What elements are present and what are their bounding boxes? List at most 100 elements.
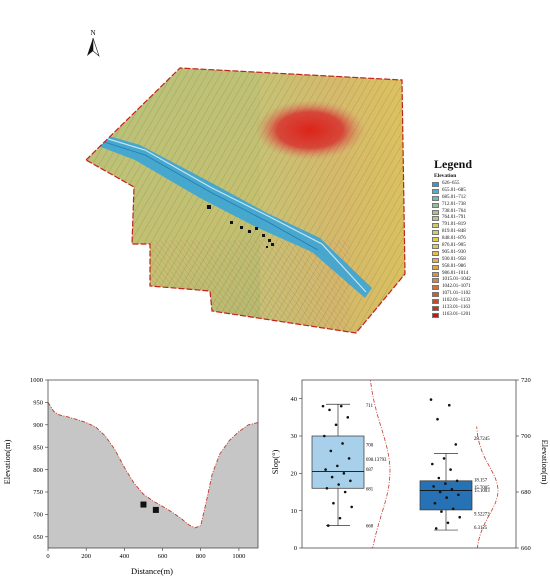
box-data-point — [350, 505, 353, 509]
box-data-point — [342, 472, 346, 475]
box-data-point — [442, 457, 446, 460]
box-stat-annotation: 690.13793 — [366, 458, 387, 463]
box-data-point — [447, 403, 451, 407]
legend-swatch — [432, 257, 439, 263]
box-stat-annotation: 15.7005 — [474, 486, 490, 491]
legend-item: 1071.01–1102 — [432, 291, 542, 298]
legend-item: 876.01–905 — [432, 243, 542, 250]
boxplot-right-tick-label: 680 — [521, 489, 531, 496]
profile-y-tick-label: 800 — [33, 467, 43, 474]
box-stat-annotation: 700 — [366, 443, 374, 448]
profile-x-tick-label: 1000 — [232, 553, 245, 560]
boxplot-left-tick-label: 30 — [291, 433, 298, 440]
legend-item: 626–655 — [432, 181, 542, 188]
box-data-point — [440, 510, 443, 513]
box-data-point — [330, 475, 334, 479]
box-body — [419, 480, 473, 511]
box-data-point — [334, 423, 338, 427]
legend-label: 1163.01–1201 — [442, 311, 471, 317]
box-data-point — [323, 434, 326, 438]
legend-label: 1102.01–1133 — [442, 298, 471, 304]
box-data-point — [346, 416, 350, 419]
legend-swatch — [432, 312, 439, 318]
legend-item: 791.01–819 — [432, 222, 542, 229]
box-stat-annotation: 668 — [366, 525, 374, 530]
box-data-point — [451, 507, 455, 511]
legend-label: 1042.01–1071 — [442, 284, 471, 290]
legend-label: 685.01–712 — [442, 194, 466, 200]
box-data-point — [450, 487, 454, 491]
legend-swatch — [432, 299, 439, 305]
box-stat-annotation: 681 — [366, 487, 374, 492]
legend-item: 930.01–958 — [432, 257, 542, 264]
box-data-point — [432, 485, 435, 488]
legend-label: 1071.01–1102 — [442, 291, 471, 297]
legend-label: 876.01–905 — [442, 243, 466, 249]
box-stat-annotation: 711 — [366, 404, 374, 409]
box-stat-annotation: 6.3125 — [474, 526, 488, 531]
box-stat-annotation: 687 — [366, 468, 374, 473]
profile-line — [47, 402, 259, 529]
box-stat-annotation: 15.1003 — [474, 489, 490, 494]
study-area — [85, 67, 406, 334]
box-data-point — [329, 449, 333, 453]
legend-item: 848.01–876 — [432, 236, 542, 243]
box-body — [311, 435, 365, 489]
elevation-profile-chart: 0 200 400 600 800 1000 650 700 750 800 850 900 950 10… — [2, 377, 259, 576]
legend: Legend Elevation 626–655 655.01–685 685.01… — [432, 157, 542, 319]
box-data-point — [349, 479, 352, 483]
box-stat-annotation: 9.52273 — [474, 512, 490, 517]
boxplot-right-tick-label: 660 — [521, 545, 531, 552]
profile-y-tick-label: 950 — [33, 400, 43, 407]
legend-swatch — [432, 285, 439, 291]
box-data-point — [332, 501, 335, 505]
legend-swatch — [432, 250, 439, 256]
profile-y-tick-label: 700 — [33, 512, 43, 519]
profile-y-label: Elevation(m) — [2, 439, 12, 484]
legend-swatch — [432, 243, 439, 249]
legend-label: 986.01–1014 — [442, 270, 469, 276]
box-data-point — [347, 457, 351, 460]
legend-label: 791.01–819 — [442, 222, 466, 228]
legend-swatch — [432, 237, 439, 243]
box-data-point — [341, 442, 344, 445]
legend-item: 1163.01–1201 — [432, 312, 542, 319]
box-data-point — [339, 404, 343, 408]
boxplot-left-tick-label: 0 — [294, 545, 297, 552]
legend-label: 1015.01–1042 — [442, 277, 471, 283]
legend-item: 685.01–712 — [432, 195, 542, 202]
elevation-contour-map: N — [85, 29, 406, 334]
legend-item: 819.01–848 — [432, 229, 542, 236]
box-stat-annotation: 28.7245 — [474, 437, 490, 442]
box-data-point — [328, 408, 331, 412]
box-data-point — [445, 496, 448, 499]
box-data-point — [436, 417, 439, 421]
boxplot-right-tick-label: 720 — [521, 377, 531, 384]
legend-swatch — [432, 202, 439, 208]
box-stat-annotation: 18.157 — [474, 478, 488, 483]
profile-y-tick-label: 850 — [33, 444, 43, 451]
boxplot-left-tick-label: 10 — [291, 508, 298, 515]
study-area-boundary — [85, 67, 406, 334]
profile-area — [48, 402, 258, 548]
legend-item: 712.01–738 — [432, 202, 542, 209]
profile-y-tick-label: 900 — [33, 422, 43, 429]
legend-item: 958.01–986 — [432, 264, 542, 271]
box-data-point — [326, 524, 330, 527]
legend-subtitle: Elevation — [434, 173, 457, 179]
legend-swatch — [432, 305, 439, 311]
legend-swatch — [432, 188, 439, 194]
legend-label: 1133.01–1163 — [442, 305, 471, 311]
legend-items: 626–655 655.01–685 685.01–712 712.01–738 738… — [432, 181, 542, 319]
legend-label: 848.01–876 — [442, 236, 466, 242]
legend-swatch — [432, 292, 439, 298]
legend-label: 712.01–738 — [442, 201, 466, 207]
box-data-point — [337, 483, 340, 486]
slope-elevation-boxplot: 0 10 20 30 40 660 680 700 720 711 700 690.13793 687 6… — [270, 377, 550, 552]
legend-swatch — [432, 195, 439, 201]
profile-x-label: Distance(m) — [131, 566, 173, 576]
legend-label: 819.01–848 — [442, 229, 466, 235]
box-data-point — [338, 516, 342, 520]
legend-label: 958.01–986 — [442, 263, 466, 269]
legend-item: 655.01–685 — [432, 188, 542, 195]
